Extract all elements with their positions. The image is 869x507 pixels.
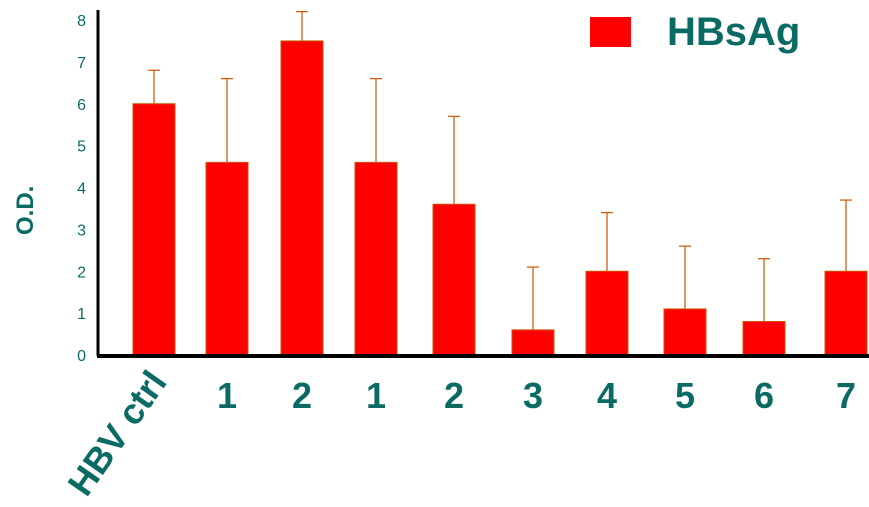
- x-tick-label: 2: [292, 375, 312, 416]
- error-bar: [679, 245, 691, 309]
- y-axis-title: O.D.: [12, 185, 39, 235]
- error-bar: [448, 115, 460, 205]
- bar: [280, 40, 324, 356]
- bar: [432, 203, 476, 356]
- bar: [354, 161, 398, 356]
- x-tick-label: 5: [675, 375, 695, 416]
- y-tick-label: 4: [77, 181, 86, 198]
- legend-swatch: [590, 17, 631, 47]
- y-axis-ticks: 0 1 2 3 4 5 6 7 8: [77, 13, 86, 365]
- error-bar: [840, 199, 852, 272]
- error-bar: [221, 78, 233, 163]
- error-bar: [296, 11, 308, 41]
- error-bars: [148, 11, 852, 330]
- bar: [205, 161, 249, 356]
- error-bar: [527, 266, 539, 330]
- error-bar: [148, 69, 160, 104]
- error-bar: [370, 78, 382, 163]
- y-tick-label: 3: [77, 222, 86, 239]
- y-tick-label: 1: [77, 306, 86, 323]
- x-tick-label: 7: [836, 375, 856, 416]
- error-bar: [601, 212, 613, 272]
- y-tick-label: 5: [77, 139, 86, 156]
- x-tick-label: 2: [444, 375, 464, 416]
- legend-label: HBsAg: [667, 10, 801, 54]
- y-tick-label: 8: [77, 13, 86, 30]
- x-tick-label: HBV ctrl: [60, 363, 175, 503]
- y-tick-label: 0: [77, 348, 86, 365]
- bars: [132, 40, 868, 356]
- legend: HBsAg: [590, 12, 800, 52]
- bar: [132, 103, 176, 356]
- error-bar: [758, 258, 770, 322]
- bar: [663, 308, 707, 356]
- y-tick-label: 2: [77, 264, 86, 281]
- x-axis-ticks: HBV ctrl 1 2 1 2 3 4 5 6 7: [60, 363, 857, 503]
- bar: [511, 329, 555, 356]
- y-tick-label: 7: [77, 55, 86, 72]
- x-tick-label: 3: [523, 375, 543, 416]
- x-tick-label: 1: [366, 375, 386, 416]
- x-tick-label: 6: [754, 375, 774, 416]
- y-tick-label: 6: [77, 97, 86, 114]
- bar: [585, 270, 629, 356]
- x-tick-label: 4: [597, 375, 617, 416]
- bar: [742, 321, 786, 356]
- x-tick-label: 1: [217, 375, 237, 416]
- bar: [824, 270, 868, 356]
